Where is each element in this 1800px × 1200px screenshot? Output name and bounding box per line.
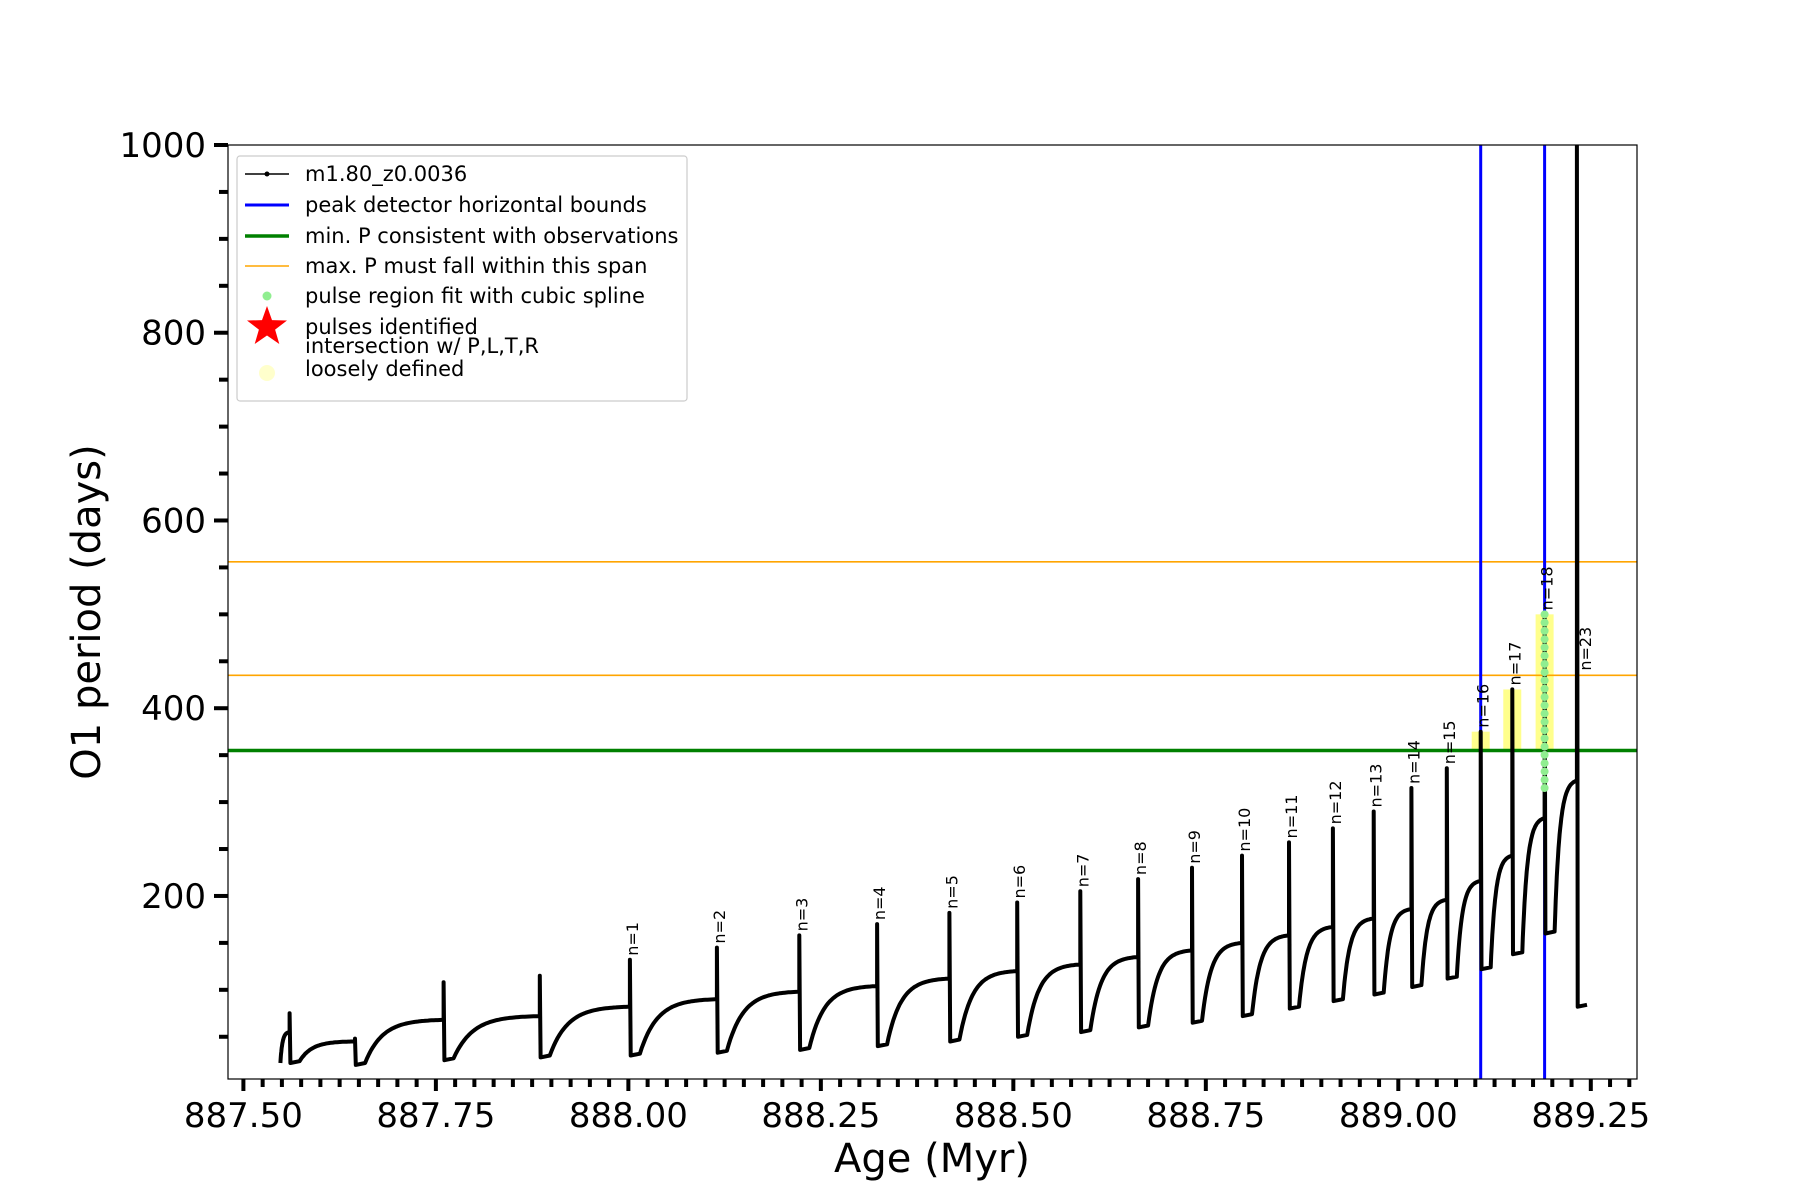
pulse-label-n=18: n=18 (1538, 566, 1557, 610)
pulse-label-n=12: n=12 (1326, 780, 1345, 824)
legend-marker-7 (259, 365, 275, 381)
pulse-label-n=6: n=6 (1010, 865, 1029, 899)
legend-label-7: loosely defined (305, 357, 464, 381)
x-axis-label: Age (Myr) (834, 1136, 1030, 1182)
pulse-label-n=5: n=5 (942, 875, 961, 909)
spline-fit-point (1540, 734, 1549, 743)
spline-fit-point (1540, 684, 1549, 693)
x-tick-label: 887.50 (184, 1096, 303, 1136)
x-tick-label: 888.50 (954, 1096, 1073, 1136)
pulse-label-n=15: n=15 (1440, 720, 1459, 764)
legend-label-2: peak detector horizontal bounds (305, 193, 647, 217)
legend-label-1: m1.80_z0.0036 (305, 162, 467, 187)
spline-fit-point (1540, 635, 1549, 644)
x-tick-label: 888.00 (569, 1096, 688, 1136)
legend-marker-5 (262, 291, 272, 301)
pulse-label-n=11: n=11 (1282, 795, 1301, 839)
pulse-label-n=17: n=17 (1505, 642, 1524, 686)
pulse-label-n=23: n=23 (1576, 627, 1595, 671)
pulse-label-n=1: n=1 (623, 922, 642, 956)
spline-fit-point (1540, 693, 1549, 702)
x-tick-label: 889.00 (1339, 1096, 1458, 1136)
legend-label-6: pulses identified (305, 315, 478, 339)
legend-marker-6 (247, 306, 287, 344)
pulse-label-n=4: n=4 (870, 886, 889, 920)
pulse-label-n=13: n=13 (1367, 764, 1386, 808)
legend-label-3: min. P consistent with observations (305, 224, 678, 248)
legend-label-4: max. P must fall within this span (305, 254, 647, 278)
y-tick-label: 600 (141, 501, 206, 541)
y-tick-label: 400 (141, 689, 206, 729)
spline-fit-point (1540, 750, 1549, 759)
x-tick-label: 887.75 (376, 1096, 495, 1136)
pulse-label-n=2: n=2 (710, 910, 729, 944)
series-m1.80-line (278, 145, 1588, 1067)
spline-fit-point (1540, 676, 1549, 685)
plot-frame (227, 144, 1638, 1080)
legend-marker-dot (264, 171, 270, 177)
spline-fit-point (1540, 643, 1549, 652)
spline-fit-point (1540, 701, 1549, 710)
spline-fit-point (1540, 784, 1549, 793)
pulse-label-n=10: n=10 (1235, 808, 1254, 852)
y-tick-label: 800 (141, 314, 206, 354)
pulse-label-n=7: n=7 (1073, 854, 1092, 888)
spline-fit-point (1540, 726, 1549, 735)
pulse-label-n=3: n=3 (792, 898, 811, 932)
legend-label-5: pulse region fit with cubic spline (305, 284, 645, 308)
x-tick-label: 888.75 (1146, 1096, 1265, 1136)
y-tick-label: 200 (141, 877, 206, 917)
spline-fit-point (1540, 610, 1549, 619)
spline-fit-point (1540, 651, 1549, 660)
spline-fit-point (1540, 618, 1549, 627)
spline-fit-point (1540, 759, 1549, 768)
spline-fit-point (1540, 709, 1549, 718)
y-axis-label: O1 period (days) (64, 444, 110, 779)
pulse-label-n=14: n=14 (1404, 740, 1423, 784)
y-tick-label: 1000 (119, 126, 206, 166)
legend-label-7: intersection w/ P,L,T,R (305, 334, 539, 358)
spline-fit-point (1540, 626, 1549, 635)
x-tick-label: 888.25 (761, 1096, 880, 1136)
x-tick-label: 889.25 (1531, 1096, 1650, 1136)
spline-fit-point (1540, 668, 1549, 677)
pulse-label-n=9: n=9 (1185, 830, 1204, 864)
spline-fit-point (1540, 767, 1549, 776)
spline-fit-point (1540, 717, 1549, 726)
pulse-label-n=16: n=16 (1474, 684, 1493, 728)
spline-fit-point (1540, 659, 1549, 668)
legend-box (236, 155, 688, 402)
spline-fit-point (1540, 742, 1549, 751)
spline-fit-point (1540, 775, 1549, 784)
pulse-label-n=8: n=8 (1131, 841, 1150, 875)
